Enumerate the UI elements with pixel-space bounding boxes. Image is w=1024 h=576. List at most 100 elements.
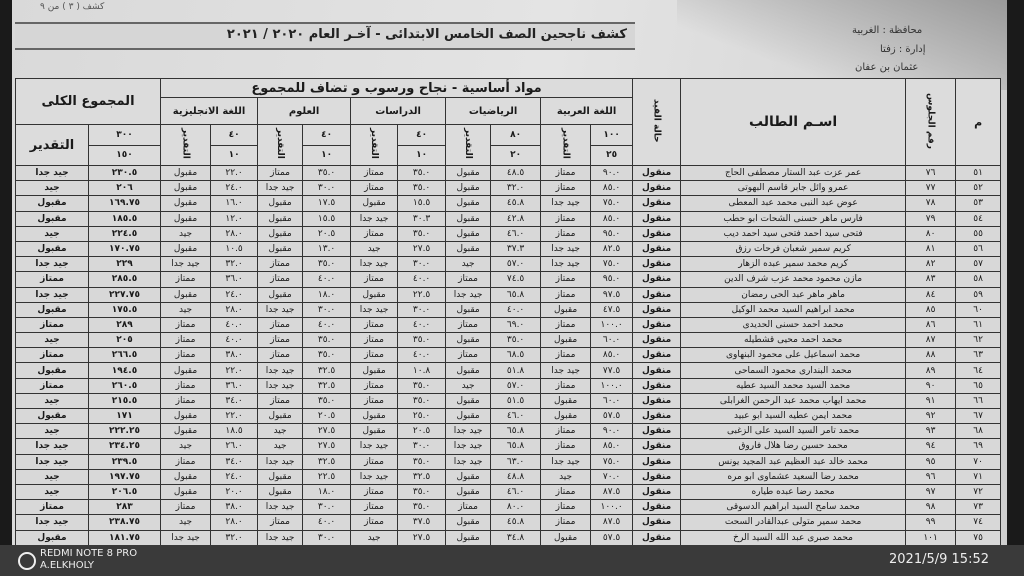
cell-science-score: ٢٠.٥ — [302, 225, 352, 242]
cell-studies-score: ٣٥.٠ — [397, 392, 447, 410]
header-subject-marks: ٤٠ ١٠ — [397, 124, 447, 166]
cell-total-grade: ممتاز — [15, 271, 89, 288]
cell-science-grade: مقبول — [257, 483, 304, 501]
cell-arabic-grade: ممتاز — [540, 423, 592, 440]
cell-index: ٥٤ — [955, 210, 1002, 227]
cell-studies-grade: ممتاز — [350, 514, 399, 531]
results-table: م رقم الجلوس اسـم الطالب حالة القيد مواد… — [15, 78, 1002, 546]
cell-student-name: محمد رضا السعيد عشماوى ابو مره — [680, 468, 907, 485]
cell-seat-number: ٧٧ — [905, 180, 957, 197]
cell-arabic-score: ٩٠.٠ — [590, 423, 634, 440]
cell-english-score: ٣٨.٠ — [210, 347, 259, 364]
cell-science-score: ٤٠.٠ — [302, 271, 352, 288]
cell-total-score: ١٩٤.٥ — [88, 362, 161, 379]
cell-arabic-score: ٨٥.٠ — [590, 438, 634, 455]
cell-arabic-grade: ممتاز — [540, 347, 592, 364]
cell-total-grade: ممتاز — [15, 316, 89, 334]
cell-studies-grade: جيد — [350, 529, 399, 546]
cell-math-score: ٤٦.٠ — [490, 407, 542, 425]
grade-label: التقدير — [560, 128, 571, 159]
cell-total-score: ٢٨٥.٥ — [88, 271, 161, 288]
cell-english-score: ٢٤.٠ — [210, 180, 259, 197]
cell-arabic-grade: ممتاز — [540, 271, 592, 288]
cell-studies-grade: ممتاز — [350, 271, 399, 288]
cell-english-score: ٣٤.٠ — [210, 392, 259, 410]
cell-english-score: ٢٤.٠ — [210, 468, 259, 485]
cell-studies-grade: جيد جدا — [350, 468, 399, 485]
cell-math-score: ٥١.٨ — [490, 362, 542, 379]
cell-total-score: ١٩٧.٧٥ — [88, 468, 161, 485]
cell-total-grade: جيد جدا — [15, 164, 89, 182]
cell-arabic-grade: جيد جدا — [540, 362, 592, 379]
cell-math-score: ٤٢.٨ — [490, 210, 542, 227]
cell-science-score: ٢٧.٥ — [302, 438, 352, 455]
cell-math-score: ٤٦.٠ — [490, 225, 542, 242]
cell-student-name: فتحى سيد احمد فتحى سيد احمد ديب — [680, 225, 907, 242]
cell-arabic-grade: مقبول — [540, 392, 592, 410]
cell-studies-score: ٢٢.٥ — [397, 286, 447, 303]
cell-science-score: ٣٥.٠ — [302, 347, 352, 364]
cell-index: ٧١ — [955, 468, 1002, 485]
cell-english-score: ٢٨.٠ — [210, 225, 259, 242]
table-row: ٦٤ ٨٩ محمد البندارى محمود السماحى منقول ٧٧.٥… — [15, 362, 1002, 379]
cell-total-score: ٢٣٨.٧٥ — [88, 514, 161, 531]
cell-index: ٦٥ — [955, 377, 1002, 394]
cell-status: منقول — [632, 392, 682, 410]
cell-english-score: ٣٨.٠ — [210, 499, 259, 516]
grade-label: التقدير — [369, 128, 380, 159]
cell-studies-score: ٣٥.٠ — [397, 453, 447, 470]
cell-math-score: ٥١.٥ — [490, 392, 542, 410]
cell-total-grade: مقبول — [15, 362, 89, 379]
cell-student-name: محمد اسماعيل على محمود البنهاوى — [680, 347, 907, 364]
cell-index: ٥٥ — [955, 225, 1002, 242]
cell-arabic-score: ٨٥.٠ — [590, 210, 634, 227]
min-mark: ٢٠ — [510, 150, 522, 161]
cell-math-score: ٤٥.٨ — [490, 195, 542, 212]
cell-science-grade: مقبول — [257, 195, 304, 212]
cell-math-score: ٤٦.٠ — [490, 483, 542, 501]
cell-total-score: ٢١٥.٥ — [88, 392, 161, 410]
cell-english-score: ٣٦.٠ — [210, 377, 259, 394]
cell-math-grade: ممتاز — [445, 316, 492, 334]
table-row: ٥٣ ٧٨ عوض عبد النبى محمد عبد المعطى منقول ٧٥… — [15, 195, 1002, 212]
cell-english-score: ٣٦.٠ — [210, 271, 259, 288]
cell-english-score: ١٠.٥ — [210, 240, 259, 258]
cell-english-grade: ممتاز — [159, 377, 212, 394]
cell-math-score: ٦٥.٨ — [490, 438, 542, 455]
cell-science-score: ٤٠.٠ — [302, 316, 352, 334]
header-seat-number: رقم الجلوس — [905, 78, 957, 166]
cell-arabic-grade: مقبول — [540, 332, 592, 349]
cell-seat-number: ١٠١ — [905, 529, 957, 546]
cell-index: ٦٨ — [955, 423, 1002, 440]
cell-english-grade: مقبول — [159, 180, 212, 197]
cell-english-score: ٢٦.٠ — [210, 438, 259, 455]
cell-english-grade: ممتاز — [159, 392, 212, 410]
cell-math-score: ٦٥.٨ — [490, 423, 542, 440]
cell-index: ٥٨ — [955, 271, 1002, 288]
cell-status: منقول — [632, 529, 682, 546]
cell-arabic-grade: جيد جدا — [540, 256, 592, 273]
cell-english-grade: مقبول — [159, 483, 212, 501]
cell-studies-score: ٣٥.٠ — [397, 180, 447, 197]
cell-total-score: ١٧١ — [88, 407, 161, 425]
cell-math-grade: مقبول — [445, 468, 492, 485]
cell-index: ٦٠ — [955, 301, 1002, 318]
cell-status: منقول — [632, 499, 682, 516]
cell-science-score: ٢٧.٥ — [302, 423, 352, 440]
cell-science-grade: مقبول — [257, 210, 304, 227]
cell-studies-grade: جيد جدا — [350, 301, 399, 318]
cell-science-score: ١٨.٠ — [302, 286, 352, 303]
table-row: ٦٠ ٨٥ محمد ابراهيم السيد محمد الوكيل منقول ٤… — [15, 301, 1002, 318]
cell-math-grade: مقبول — [445, 180, 492, 197]
cell-arabic-grade: جيد — [540, 468, 592, 485]
total-min: ١٥٠ — [116, 150, 133, 161]
cell-math-grade: مقبول — [445, 210, 492, 227]
cell-seat-number: ٨٥ — [905, 301, 957, 318]
camera-watermark: REDMI NOTE 8 PRO A.ELKHOLY — [18, 548, 137, 572]
cell-index: ٦٢ — [955, 332, 1002, 349]
cell-status: منقول — [632, 286, 682, 303]
governorate: محافظة : الغربية — [852, 25, 923, 36]
cell-english-grade: مقبول — [159, 195, 212, 212]
cell-total-score: ٢٣٠.٥ — [88, 164, 161, 182]
cell-arabic-score: ٦٠.٠ — [590, 332, 634, 349]
